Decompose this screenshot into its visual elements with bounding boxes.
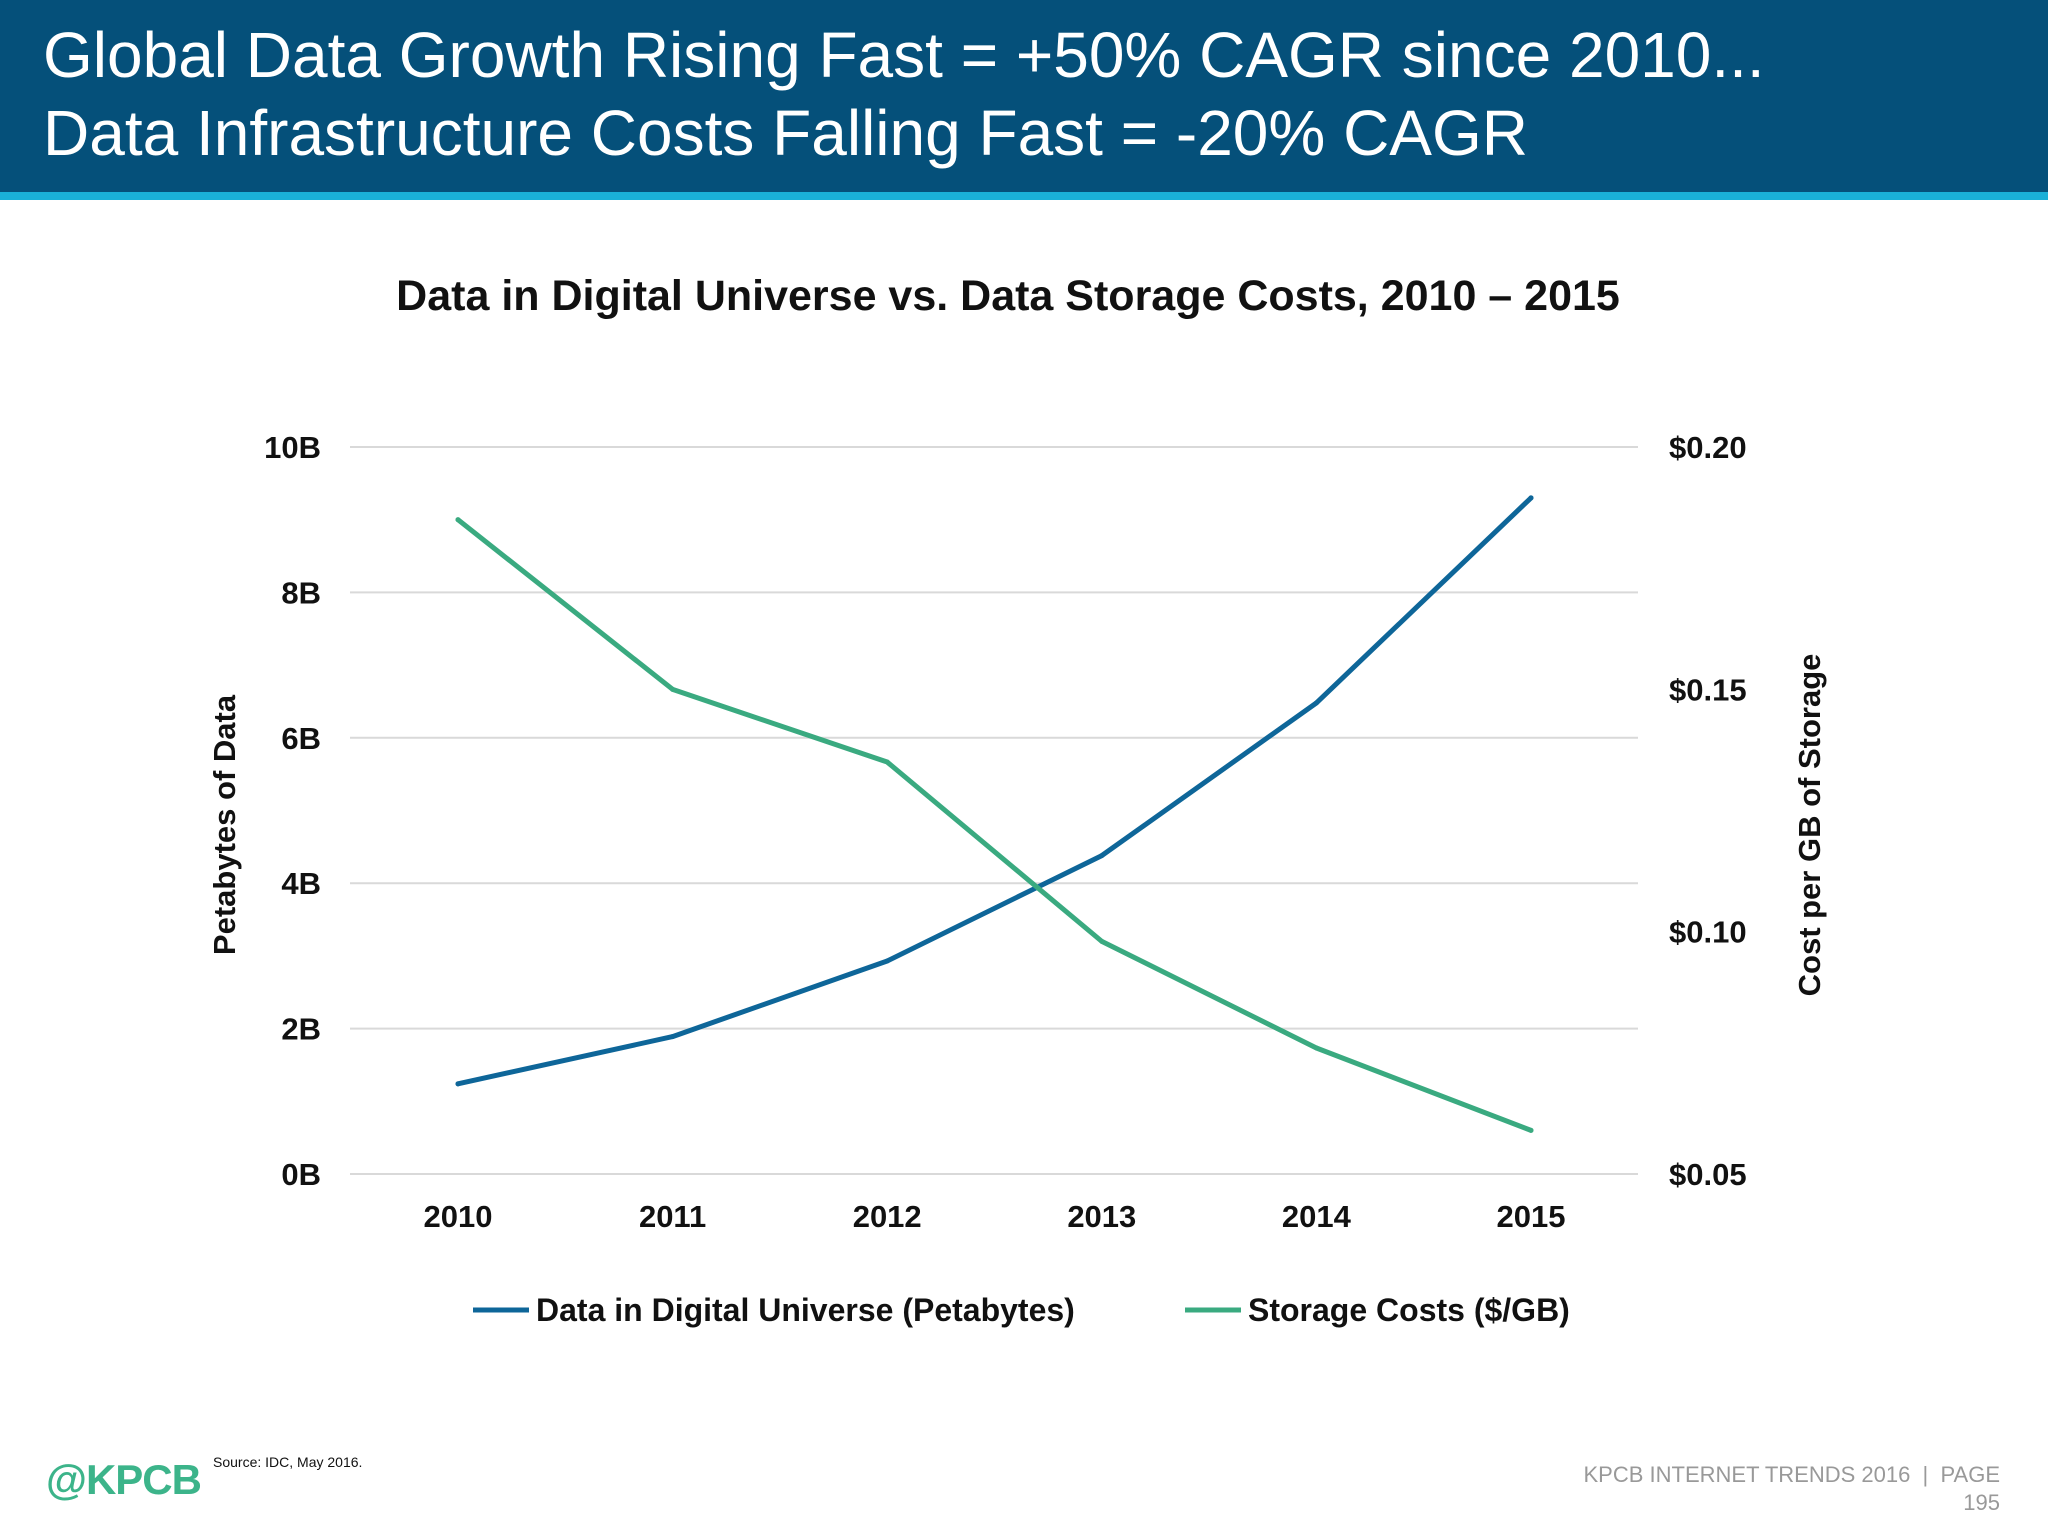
- data-point: [1528, 495, 1534, 501]
- left-tick-label: 8B: [281, 575, 321, 610]
- left-tick-label: 6B: [281, 721, 321, 756]
- accent-stripe: [0, 192, 2048, 200]
- footer-trends: KPCB INTERNET TRENDS 2016 | PAGE: [1583, 1462, 2000, 1487]
- data-point: [1099, 938, 1105, 944]
- chart-title: Data in Digital Universe vs. Data Storag…: [396, 272, 1620, 320]
- legend-label: Data in Digital Universe (Petabytes): [536, 1292, 1075, 1328]
- x-tick-label: 2015: [1497, 1199, 1566, 1234]
- x-tick-label: 2012: [853, 1199, 922, 1234]
- left-axis-label: Petabytes of Data: [207, 694, 242, 955]
- series-line-1: [455, 517, 1534, 1133]
- x-tick-label: 2011: [639, 1199, 706, 1234]
- right-tick-label: $0.20: [1669, 430, 1747, 465]
- x-tick-label: 2010: [424, 1199, 493, 1234]
- x-tick-label: 2014: [1282, 1199, 1352, 1234]
- source-note: Source: IDC, May 2016.: [213, 1454, 363, 1470]
- series-line-0: [455, 495, 1534, 1087]
- data-point: [1528, 1127, 1534, 1133]
- data-point: [670, 1034, 676, 1040]
- right-axis-label: Cost per GB of Storage: [1792, 654, 1827, 997]
- data-point: [884, 759, 890, 765]
- data-point: [1313, 700, 1319, 706]
- left-tick-label: 4B: [281, 866, 321, 901]
- data-point: [1313, 1045, 1319, 1051]
- headline-2: Data Infrastructure Costs Falling Fast =…: [43, 97, 1528, 169]
- data-point: [1099, 853, 1105, 859]
- legend-label: Storage Costs ($/GB): [1248, 1292, 1570, 1328]
- left-tick-label: 10B: [264, 430, 321, 465]
- x-tick-label: 2013: [1067, 1199, 1136, 1234]
- left-tick-label: 2B: [281, 1012, 321, 1047]
- kpcb-logo: @KPCB: [46, 1456, 202, 1503]
- right-tick-label: $0.05: [1669, 1157, 1747, 1192]
- header-banner: Global Data Growth Rising Fast = +50% CA…: [0, 0, 2048, 192]
- footer-page: KPCB INTERNET TRENDS 2016 | PAGE 195: [1583, 1461, 2000, 1517]
- right-tick-label: $0.10: [1669, 915, 1747, 950]
- page-number: 195: [1963, 1490, 2000, 1515]
- data-point: [884, 958, 890, 964]
- data-point: [455, 517, 461, 523]
- right-tick-label: $0.15: [1669, 672, 1747, 707]
- left-tick-label: 0B: [281, 1157, 321, 1192]
- headline-1: Global Data Growth Rising Fast = +50% CA…: [43, 19, 1765, 91]
- data-point: [455, 1081, 461, 1087]
- data-point: [670, 686, 676, 692]
